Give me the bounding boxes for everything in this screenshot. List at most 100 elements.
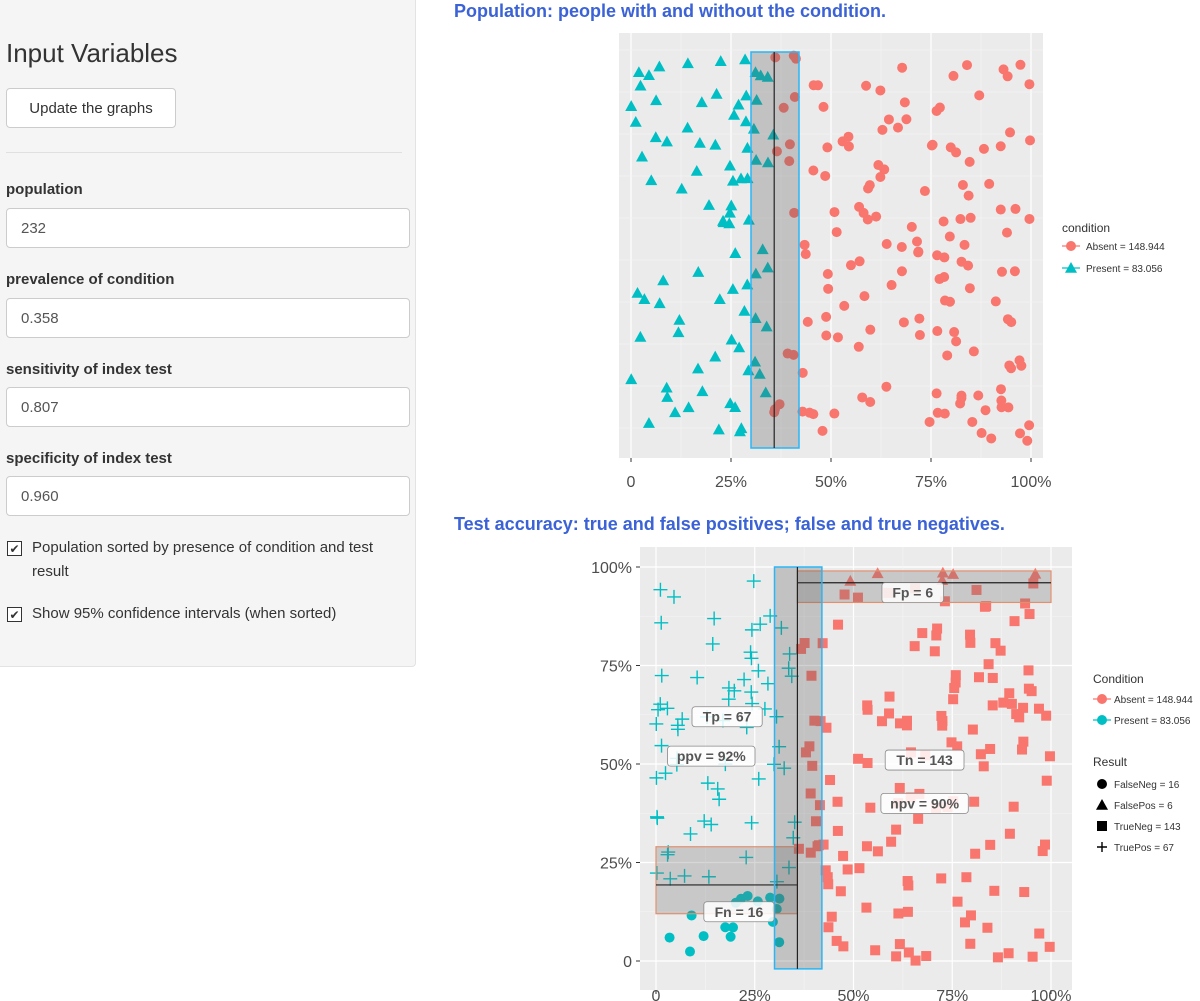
trueneg-point bbox=[894, 939, 905, 950]
trueneg-point bbox=[810, 816, 821, 827]
present-point bbox=[710, 87, 723, 99]
trueneg-point bbox=[1020, 598, 1031, 609]
present-point bbox=[738, 304, 751, 316]
falseneg-point bbox=[664, 932, 675, 943]
absent-point bbox=[1024, 213, 1035, 224]
trueneg-point bbox=[952, 896, 963, 907]
absent-point bbox=[964, 156, 975, 167]
absent-point bbox=[940, 295, 951, 306]
absent-point bbox=[1022, 435, 1033, 446]
absent-point bbox=[973, 390, 984, 401]
absent-point bbox=[995, 384, 1006, 395]
present-point bbox=[690, 164, 703, 176]
trueneg-point bbox=[917, 628, 928, 639]
present-point bbox=[749, 355, 762, 367]
falseneg-point bbox=[698, 931, 709, 942]
truepos-point bbox=[683, 826, 698, 841]
trueneg-point bbox=[1004, 688, 1015, 699]
trueneg-point bbox=[796, 643, 807, 654]
present-point bbox=[723, 159, 736, 171]
absent-point bbox=[883, 114, 894, 125]
absent-point bbox=[963, 190, 974, 201]
present-point bbox=[642, 69, 655, 81]
specificity-input[interactable] bbox=[6, 476, 410, 516]
truepos-point bbox=[649, 770, 664, 785]
absent-point bbox=[829, 207, 840, 218]
legend-key-circle bbox=[1097, 715, 1107, 725]
trueneg-point bbox=[872, 846, 883, 857]
present-point bbox=[726, 283, 739, 294]
truepos-point bbox=[675, 712, 690, 727]
trueneg-point bbox=[902, 906, 913, 917]
x-tick-label: 100% bbox=[1011, 474, 1052, 491]
absent-point bbox=[858, 207, 869, 218]
truepos-point bbox=[727, 683, 742, 698]
sorted-checkbox[interactable]: ✔ bbox=[7, 541, 22, 556]
trueneg-point bbox=[861, 902, 872, 913]
absent-point bbox=[948, 70, 959, 81]
trueneg-point bbox=[982, 922, 993, 933]
truepos-point bbox=[660, 701, 675, 716]
truepos-point bbox=[654, 615, 669, 630]
legend-label: TruePos = 67 bbox=[1114, 843, 1174, 854]
legend-key-plus bbox=[1097, 842, 1107, 852]
prevalence-input[interactable] bbox=[6, 298, 410, 338]
sensitivity-input[interactable] bbox=[6, 387, 410, 427]
present-point bbox=[672, 326, 685, 338]
trueneg-point bbox=[932, 623, 943, 634]
present-point bbox=[660, 381, 673, 393]
trueneg-point bbox=[1024, 609, 1035, 620]
legend-key-circle bbox=[1097, 779, 1107, 789]
trueneg-point bbox=[865, 802, 876, 813]
legend-label: Absent = 148.944 bbox=[1114, 695, 1193, 706]
trueneg-point bbox=[959, 917, 970, 928]
present-point bbox=[692, 362, 705, 374]
y-tick-label: 75% bbox=[600, 659, 632, 676]
legend-title: condition bbox=[1062, 221, 1110, 235]
trueneg-point bbox=[833, 619, 844, 630]
trueneg-point bbox=[931, 630, 942, 641]
trueneg-point bbox=[870, 945, 881, 956]
fp-label-box bbox=[881, 582, 944, 604]
trueneg-point bbox=[1008, 801, 1019, 812]
present-point bbox=[709, 350, 722, 362]
x-tick-label: 100% bbox=[1031, 988, 1072, 1001]
truepos-point bbox=[707, 611, 722, 626]
trueneg-point bbox=[852, 592, 863, 603]
trueneg-point bbox=[950, 677, 961, 688]
truepos-point bbox=[653, 582, 668, 597]
update-graphs-button[interactable]: Update the graphs bbox=[6, 88, 176, 128]
absent-point bbox=[812, 80, 823, 91]
trueneg-point bbox=[985, 743, 996, 754]
population-input[interactable] bbox=[6, 208, 410, 248]
prevalence-label: prevalence of condition bbox=[6, 271, 175, 288]
absent-point bbox=[938, 216, 949, 227]
falsepos-point bbox=[871, 567, 884, 579]
sorted-checkbox-row[interactable]: ✔ Population sorted by presence of condi… bbox=[6, 536, 402, 584]
present-point bbox=[653, 297, 666, 309]
truepos-point bbox=[781, 860, 796, 875]
absent-point bbox=[974, 90, 985, 101]
absent-point bbox=[984, 178, 995, 189]
tp-label: Tp = 67 bbox=[703, 709, 752, 725]
absent-point bbox=[934, 102, 945, 113]
absent-point bbox=[919, 186, 930, 197]
present-point bbox=[675, 182, 688, 194]
present-point bbox=[625, 100, 638, 111]
absent-point bbox=[996, 402, 1007, 413]
legend-label: FalseNeg = 16 bbox=[1114, 780, 1180, 791]
ci-checkbox-row[interactable]: ✔ Show 95% confidence intervals (when so… bbox=[6, 602, 402, 626]
truepos-point bbox=[782, 646, 797, 661]
trueneg-point bbox=[970, 848, 981, 859]
trueneg-point bbox=[1027, 951, 1038, 962]
legend-title: Result bbox=[1093, 755, 1128, 769]
present-point bbox=[709, 138, 722, 150]
ci-checkbox[interactable]: ✔ bbox=[7, 607, 22, 622]
trueneg-point bbox=[967, 724, 978, 735]
trueneg-point bbox=[821, 722, 832, 733]
truepos-point bbox=[739, 850, 754, 865]
trueneg-point bbox=[936, 710, 947, 721]
truepos-point bbox=[787, 815, 802, 830]
sorted-checkbox-label: Population sorted by presence of conditi… bbox=[32, 539, 374, 580]
trueneg-point bbox=[1006, 698, 1017, 709]
